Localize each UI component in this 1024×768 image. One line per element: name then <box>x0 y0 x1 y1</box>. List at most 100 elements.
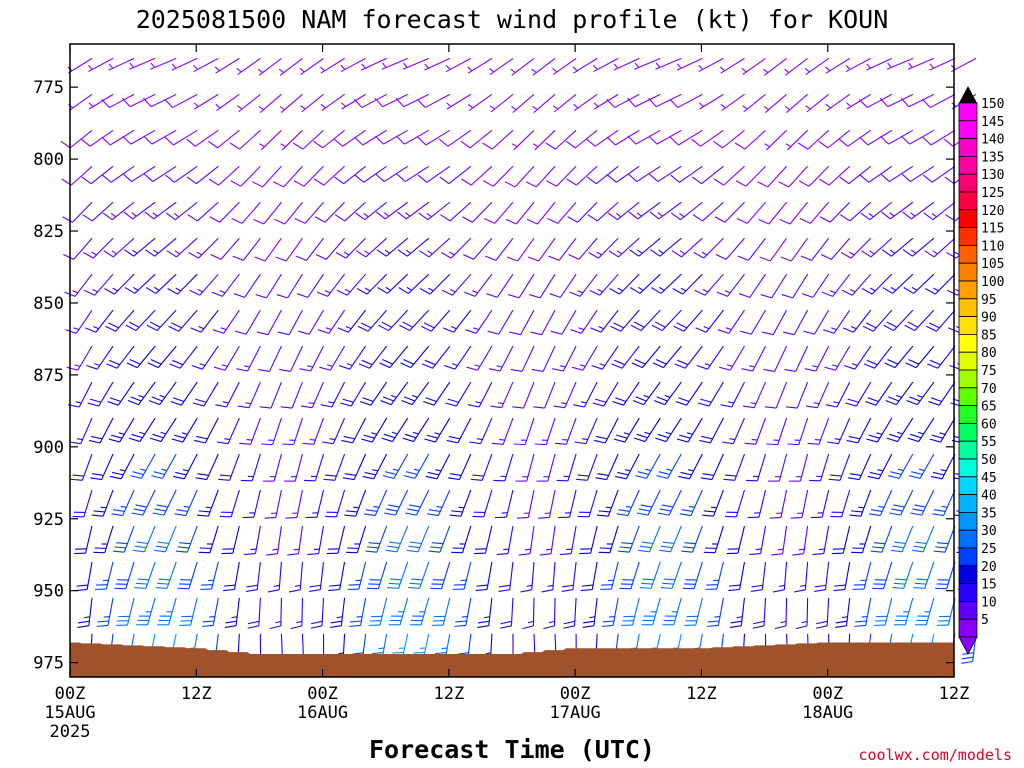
barb-feather <box>656 475 668 479</box>
colorbar-swatch <box>958 512 978 531</box>
barb-staff <box>450 237 472 259</box>
colorbar-swatch <box>958 618 978 638</box>
barb-half-feather <box>231 616 238 619</box>
wind-barb <box>418 201 451 221</box>
barb-half-feather <box>74 364 81 367</box>
colorbar-label: 30 <box>981 524 997 539</box>
barb-feather <box>355 250 367 258</box>
barb-half-feather <box>307 365 313 368</box>
barb-half-feather <box>889 212 895 217</box>
wind-barb <box>430 561 451 590</box>
wind-barb <box>147 345 177 369</box>
wind-barb <box>323 453 346 481</box>
barb-feather <box>807 442 819 445</box>
wind-barb <box>613 57 640 71</box>
wind-barb <box>489 93 514 113</box>
wind-barb <box>629 237 661 257</box>
y-tick-label: 950 <box>33 582 64 602</box>
wind-barb <box>839 165 872 185</box>
barb-feather <box>72 474 84 477</box>
barb-feather <box>619 546 632 549</box>
terrain-layer <box>70 642 954 677</box>
barb-feather <box>903 287 914 294</box>
barb-staff <box>807 129 830 150</box>
barb-staff <box>842 525 851 554</box>
barb-feather <box>780 256 792 262</box>
wind-barb <box>131 489 156 516</box>
barb-staff <box>366 273 388 295</box>
wind-barb <box>167 273 198 295</box>
barb-staff <box>532 57 556 76</box>
barb-staff <box>126 597 135 626</box>
barb-feather <box>451 510 463 513</box>
colorbar-label: 100 <box>981 275 1004 290</box>
barb-half-feather <box>250 548 257 551</box>
wind-barb <box>317 309 346 334</box>
barb-staff <box>341 93 366 110</box>
wind-barb <box>835 597 851 628</box>
barb-feather <box>69 441 81 445</box>
barb-half-feather <box>320 103 326 109</box>
barb-feather <box>448 435 461 440</box>
barb-staff <box>600 309 619 333</box>
barb-feather <box>482 142 493 150</box>
barb-half-feather <box>219 290 226 294</box>
barb-staff <box>200 309 219 333</box>
barb-feather <box>92 473 104 477</box>
barb-half-feather <box>426 213 432 218</box>
wind-barb <box>568 237 598 260</box>
wind-barb <box>693 237 724 259</box>
wind-barb <box>586 129 619 147</box>
colorbar-swatch <box>958 262 978 282</box>
barb-staff <box>567 453 577 481</box>
barb-staff <box>921 489 935 516</box>
wind-barb <box>631 345 661 369</box>
barb-feather <box>949 364 961 370</box>
barb-staff <box>517 237 535 262</box>
barb-staff <box>270 381 282 409</box>
wind-barb <box>598 525 619 554</box>
barb-feather <box>835 620 848 624</box>
barb-feather <box>135 504 147 508</box>
barb-feather <box>157 582 169 585</box>
barb-half-feather <box>741 67 747 73</box>
wind-barb <box>513 417 535 446</box>
barb-feather <box>650 287 662 294</box>
wind-barb <box>400 345 430 369</box>
barb-staff <box>394 489 409 516</box>
barb-staff <box>657 165 682 183</box>
barb-feather <box>639 587 652 589</box>
wind-barb <box>198 525 219 554</box>
barb-feather <box>610 325 622 332</box>
barb-staff <box>244 273 261 298</box>
barb-feather <box>408 587 420 589</box>
wind-barb <box>171 57 198 71</box>
barb-feather <box>245 589 258 592</box>
barb-feather <box>477 625 489 628</box>
barb-staff <box>173 165 198 183</box>
barb-staff <box>681 237 703 258</box>
barb-staff <box>446 93 472 110</box>
barb-feather <box>264 516 276 519</box>
wind-barb <box>262 453 282 482</box>
barb-half-feather <box>851 363 858 367</box>
barb-staff <box>491 129 514 150</box>
barb-feather <box>766 443 778 446</box>
wind-barb <box>926 309 956 332</box>
wind-barb <box>547 201 577 224</box>
wind-barb <box>907 417 935 443</box>
barb-staff <box>451 273 472 296</box>
wind-barb <box>406 525 430 553</box>
barb-staff <box>224 345 240 371</box>
barb-feather <box>487 330 499 335</box>
wind-barb <box>357 309 388 332</box>
wind-barb <box>764 129 787 151</box>
barb-feather <box>448 477 460 481</box>
barb-half-feather <box>940 469 947 472</box>
barb-feather <box>655 358 667 365</box>
barb-staff <box>230 489 240 517</box>
barb-feather <box>292 142 304 150</box>
wind-barb <box>467 93 493 112</box>
barb-staff <box>887 93 914 108</box>
barb-staff <box>644 417 661 442</box>
